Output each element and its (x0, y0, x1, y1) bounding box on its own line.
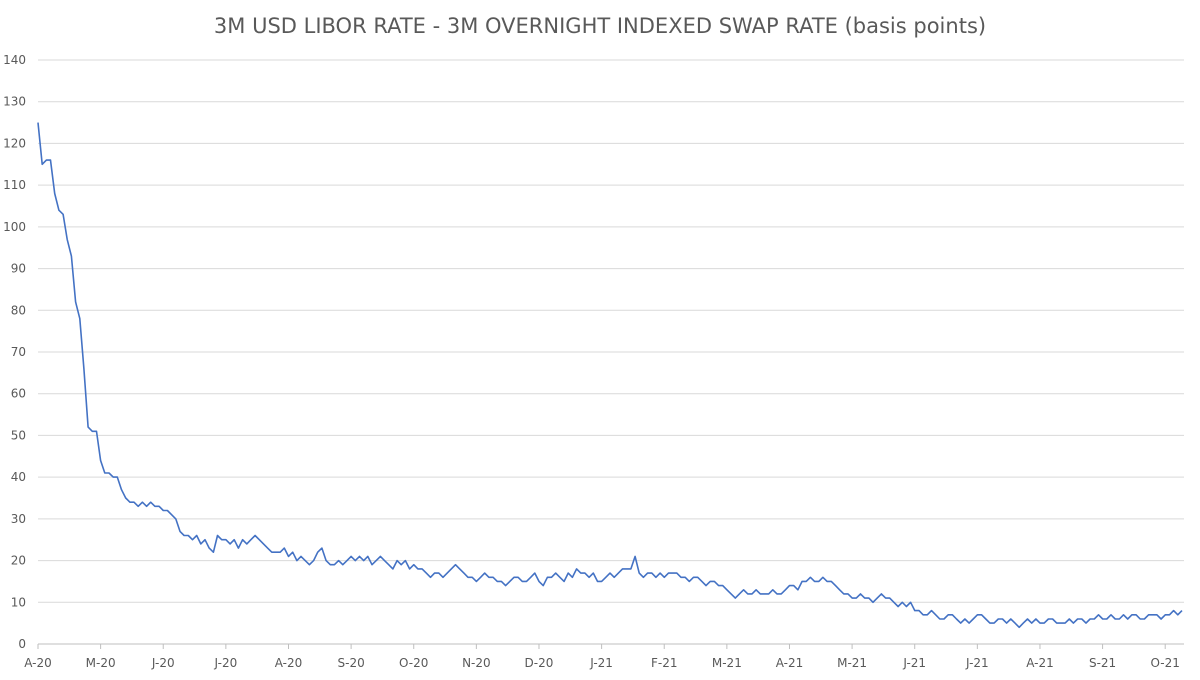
x-tick-label: A-20 (24, 656, 52, 670)
y-tick-label: 110 (3, 178, 26, 192)
y-tick-label: 50 (11, 428, 26, 442)
y-tick-label: 60 (11, 387, 26, 401)
y-tick-label: 90 (11, 262, 26, 276)
x-tick-label: O-21 (1151, 656, 1180, 670)
x-tick-label: M-21 (837, 656, 867, 670)
y-axis-ticks: 0 10 20 30 40 50 60 70 80 90 100 110 120 130 140 (3, 53, 26, 651)
gridlines (38, 59, 1184, 603)
x-tick-label: A-21 (1026, 656, 1054, 670)
x-axis-ticks: A-20 M-20 J-20 J-20 A-20 S-20 O-20 N-20 D-20 J-21… (24, 644, 1180, 670)
x-tick-label: M-20 (86, 656, 116, 670)
y-tick-label: 20 (11, 554, 26, 568)
y-tick-label: 0 (18, 637, 26, 651)
x-tick-label: A-20 (275, 656, 303, 670)
y-tick-label: 100 (3, 220, 26, 234)
y-tick-label: 70 (11, 345, 26, 359)
x-tick-label: F-21 (651, 656, 678, 670)
x-tick-label: M-21 (712, 656, 742, 670)
y-tick-label: 40 (11, 470, 26, 484)
y-tick-label: 10 (11, 595, 26, 609)
x-tick-label: S-20 (338, 656, 365, 670)
y-tick-label: 30 (11, 512, 26, 526)
y-tick-label: 120 (3, 136, 26, 150)
x-tick-label: J-21 (965, 656, 989, 670)
x-tick-label: J-20 (214, 656, 238, 670)
x-tick-label: J-21 (589, 656, 613, 670)
series-layer (37, 122, 1183, 629)
chart-title: 3M USD LIBOR RATE - 3M OVERNIGHT INDEXED… (214, 14, 986, 38)
y-tick-label: 80 (11, 303, 26, 317)
x-tick-label: J-20 (151, 656, 175, 670)
y-tick-label: 140 (3, 53, 26, 67)
x-tick-label: N-20 (462, 656, 491, 670)
x-tick-label: D-20 (525, 656, 554, 670)
x-tick-label: A-21 (776, 656, 804, 670)
x-tick-label: S-21 (1089, 656, 1116, 670)
x-tick-label: J-21 (902, 656, 926, 670)
series-line (37, 122, 1183, 629)
y-tick-label: 130 (3, 95, 26, 109)
x-tick-label: O-20 (399, 656, 428, 670)
